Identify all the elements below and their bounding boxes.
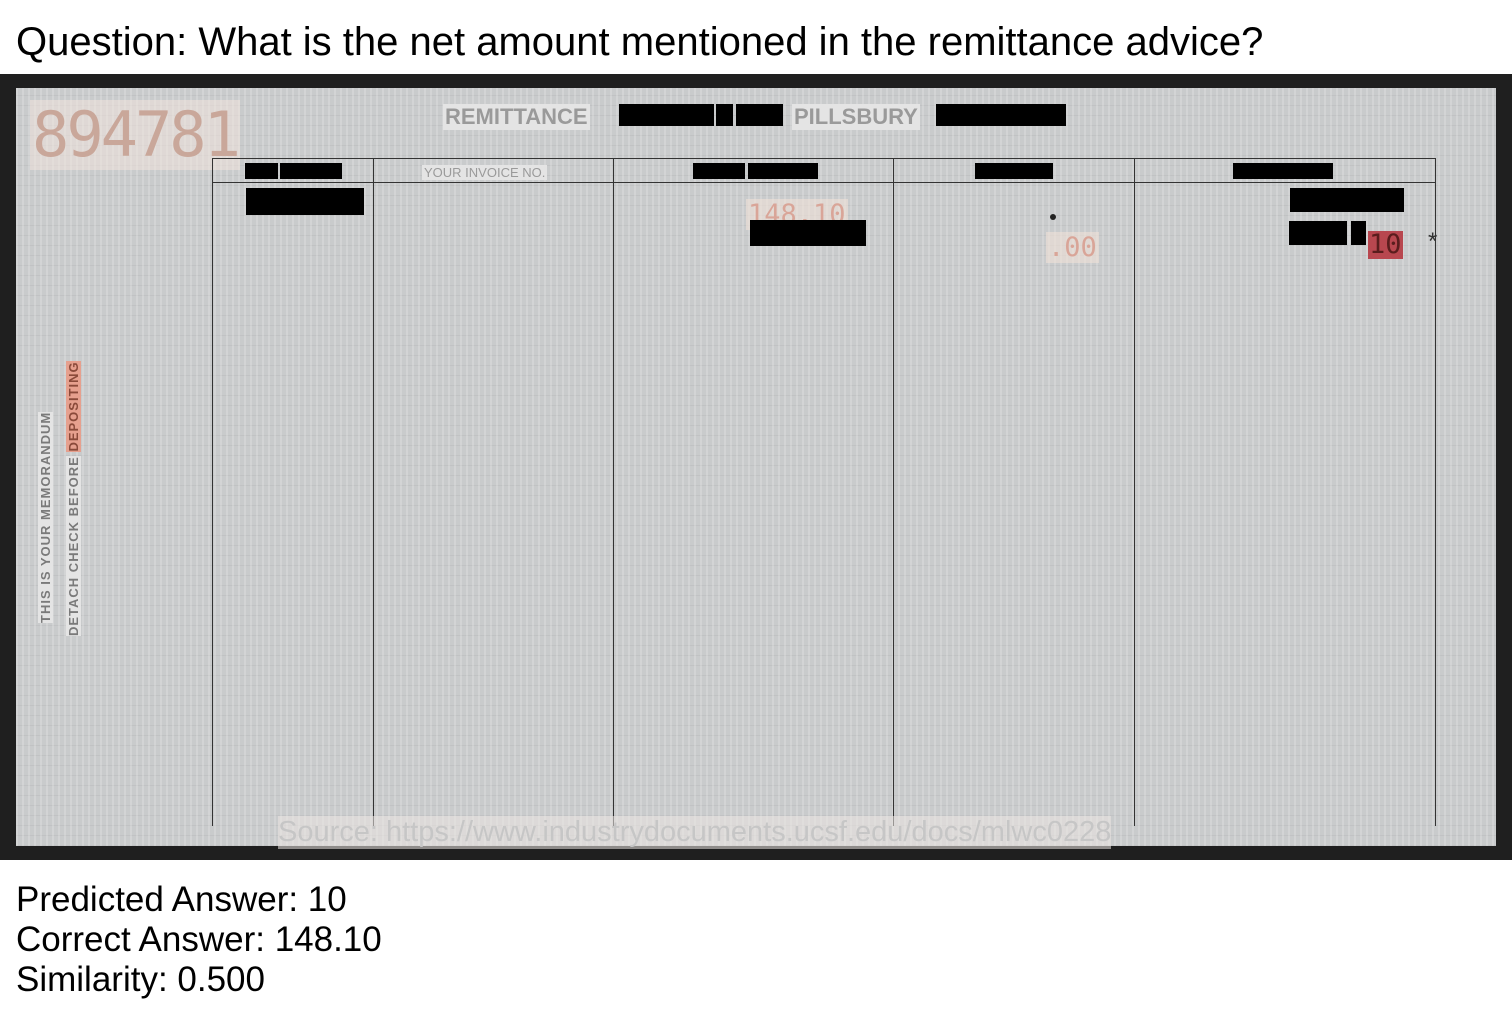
similarity-score: Similarity: 0.500 (16, 960, 265, 999)
table-top-rule (213, 158, 1435, 159)
remittance-document: 894781 REMITTANCE PILLSBURY YOUR INVOICE… (16, 88, 1496, 849)
serial-number: 894781 (30, 98, 241, 171)
table-header-rule (213, 182, 1435, 183)
column-divider (1134, 158, 1135, 826)
source-watermark: Source: https://www.industrydocuments.uc… (278, 816, 1112, 849)
depositing-text: DEPOSITING (66, 361, 81, 452)
date-redaction (246, 188, 364, 215)
asterisk-mark: * (1428, 228, 1438, 255)
column-divider (893, 158, 894, 826)
discount-amount: .00 (1046, 232, 1099, 263)
redaction-box (716, 104, 733, 126)
amount-redaction (750, 220, 866, 246)
net-redaction (1351, 221, 1366, 245)
header-redaction (748, 163, 818, 179)
net-redaction (1289, 221, 1347, 245)
invoice-number-header: YOUR INVOICE NO. (422, 165, 548, 180)
detach-side-text: DETACH CHECK BEFORE DEPOSITING (66, 361, 81, 636)
redaction-box (736, 104, 783, 126)
redaction-box (619, 104, 714, 126)
column-divider (373, 158, 374, 826)
header-redaction (280, 163, 342, 179)
company-label: PILLSBURY (792, 104, 920, 130)
redaction-box (936, 104, 1066, 126)
header-redaction (975, 163, 1053, 179)
memorandum-side-text: THIS IS YOUR MEMORANDUM (38, 411, 53, 623)
header-redaction (693, 163, 745, 179)
detach-text: DETACH CHECK BEFORE (66, 456, 81, 636)
correct-answer: Correct Answer: 148.10 (16, 920, 382, 959)
remittance-table (212, 158, 1436, 826)
net-amount: 10 (1368, 229, 1403, 260)
predicted-answer: Predicted Answer: 10 (16, 880, 347, 919)
header-redaction (1233, 163, 1333, 179)
remittance-label: REMITTANCE (443, 104, 590, 130)
decimal-dot (1050, 214, 1056, 220)
header-redaction (245, 163, 278, 179)
document-scan-frame: 894781 REMITTANCE PILLSBURY YOUR INVOICE… (0, 74, 1512, 860)
column-divider (613, 158, 614, 826)
net-redaction (1290, 188, 1404, 212)
memorandum-text: THIS IS YOUR MEMORANDUM (38, 411, 53, 623)
question-text: Question: What is the net amount mention… (16, 20, 1264, 64)
